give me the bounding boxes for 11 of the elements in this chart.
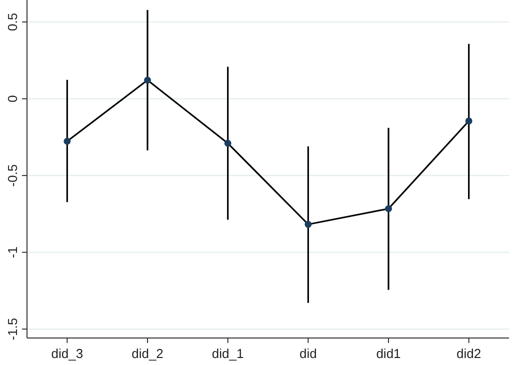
y-tick-label: -1.5 (5, 318, 20, 340)
x-tick-label: did2 (456, 346, 482, 361)
x-tick-label: did_1 (212, 346, 244, 361)
x-tick-label: did_2 (132, 346, 164, 361)
x-tick-label: did_3 (51, 346, 84, 361)
x-tick-label: did1 (376, 346, 401, 361)
x-tick-label: did (299, 346, 317, 361)
y-tick-label: -0.5 (5, 164, 20, 187)
y-tick-label: 0.5 (5, 12, 20, 31)
y-tick-label: -1 (5, 246, 20, 258)
y-tick-label: 0 (5, 95, 20, 102)
